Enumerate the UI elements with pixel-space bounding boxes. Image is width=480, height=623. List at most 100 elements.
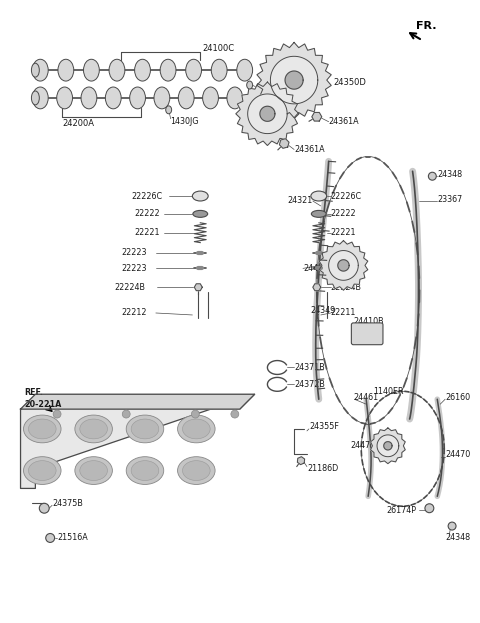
Text: 24410B: 24410B	[353, 317, 384, 326]
Circle shape	[53, 410, 61, 418]
Ellipse shape	[80, 460, 108, 480]
Text: 1140ER: 1140ER	[373, 387, 404, 396]
Ellipse shape	[33, 59, 48, 81]
Polygon shape	[298, 457, 305, 465]
FancyBboxPatch shape	[351, 323, 383, 345]
Polygon shape	[371, 428, 405, 464]
Ellipse shape	[312, 211, 326, 217]
Ellipse shape	[311, 191, 327, 201]
Text: 24361A: 24361A	[329, 117, 359, 126]
Text: 22226C: 22226C	[131, 191, 162, 201]
Text: 26160: 26160	[445, 392, 470, 402]
Ellipse shape	[131, 460, 159, 480]
Ellipse shape	[211, 59, 227, 81]
Circle shape	[428, 172, 436, 180]
Polygon shape	[329, 250, 358, 280]
Polygon shape	[285, 71, 303, 89]
Text: 24349: 24349	[311, 305, 336, 315]
Polygon shape	[338, 260, 349, 271]
Polygon shape	[384, 442, 392, 450]
Text: 22212: 22212	[121, 308, 147, 318]
Polygon shape	[248, 94, 287, 133]
Ellipse shape	[126, 415, 164, 443]
Text: 21186D: 21186D	[307, 464, 338, 473]
Polygon shape	[279, 139, 289, 148]
Ellipse shape	[193, 211, 208, 217]
Ellipse shape	[126, 457, 164, 485]
Ellipse shape	[178, 415, 215, 443]
Text: 22226C: 22226C	[331, 191, 362, 201]
Ellipse shape	[247, 81, 252, 89]
Ellipse shape	[105, 87, 121, 109]
Ellipse shape	[31, 63, 39, 77]
Text: REF.: REF.	[24, 388, 43, 397]
Ellipse shape	[227, 87, 243, 109]
Ellipse shape	[24, 457, 61, 485]
Ellipse shape	[80, 419, 108, 439]
Ellipse shape	[237, 59, 252, 81]
Ellipse shape	[178, 87, 194, 109]
Circle shape	[192, 410, 199, 418]
Ellipse shape	[75, 415, 112, 443]
Polygon shape	[21, 394, 254, 488]
Text: 24361A: 24361A	[294, 145, 324, 154]
Ellipse shape	[166, 106, 172, 114]
Text: 23367: 23367	[437, 194, 463, 204]
Text: 22223: 22223	[121, 248, 147, 257]
Polygon shape	[319, 240, 368, 290]
Polygon shape	[236, 82, 299, 146]
Text: 21516A: 21516A	[57, 533, 88, 543]
Ellipse shape	[84, 59, 99, 81]
Text: 24321: 24321	[288, 196, 313, 206]
Ellipse shape	[131, 419, 159, 439]
Text: 24200A: 24200A	[62, 119, 94, 128]
Ellipse shape	[182, 460, 210, 480]
Polygon shape	[257, 42, 331, 118]
Text: 22211: 22211	[331, 308, 356, 318]
Text: 24461: 24461	[353, 392, 378, 402]
Text: 26174P: 26174P	[386, 506, 416, 515]
Ellipse shape	[160, 59, 176, 81]
Text: 24355F: 24355F	[309, 422, 339, 432]
Text: 1430JG: 1430JG	[262, 85, 290, 93]
Ellipse shape	[182, 419, 210, 439]
Ellipse shape	[178, 457, 215, 485]
Ellipse shape	[81, 87, 97, 109]
Text: 22224B: 22224B	[114, 283, 145, 292]
Circle shape	[39, 503, 49, 513]
Text: FR.: FR.	[416, 21, 436, 31]
Circle shape	[425, 504, 434, 513]
Circle shape	[448, 522, 456, 530]
Text: 22222: 22222	[331, 209, 356, 219]
Ellipse shape	[31, 91, 39, 105]
Ellipse shape	[192, 191, 208, 201]
Ellipse shape	[130, 87, 145, 109]
Text: 24350D: 24350D	[334, 78, 366, 87]
Polygon shape	[377, 435, 399, 457]
Circle shape	[231, 410, 239, 418]
Polygon shape	[313, 284, 321, 291]
Ellipse shape	[57, 87, 72, 109]
Text: 22223: 22223	[331, 248, 356, 257]
Text: 22223: 22223	[331, 264, 356, 273]
Text: 22222: 22222	[134, 209, 160, 219]
Circle shape	[46, 533, 55, 543]
Text: 20-221A: 20-221A	[24, 400, 62, 409]
Ellipse shape	[58, 59, 74, 81]
Text: 24420: 24420	[303, 264, 328, 273]
Ellipse shape	[203, 87, 218, 109]
Text: 22221: 22221	[134, 228, 160, 237]
Text: 22223: 22223	[121, 264, 147, 273]
Ellipse shape	[186, 59, 202, 81]
Polygon shape	[312, 113, 322, 121]
Ellipse shape	[33, 87, 48, 109]
Text: 22221: 22221	[331, 228, 356, 237]
Circle shape	[122, 410, 130, 418]
Text: 24370B: 24370B	[277, 99, 310, 108]
Ellipse shape	[28, 460, 56, 480]
Text: 1430JG: 1430JG	[171, 117, 199, 126]
Ellipse shape	[75, 457, 112, 485]
Ellipse shape	[154, 87, 170, 109]
Text: 24371B: 24371B	[294, 363, 325, 372]
Text: 24471: 24471	[350, 441, 376, 450]
